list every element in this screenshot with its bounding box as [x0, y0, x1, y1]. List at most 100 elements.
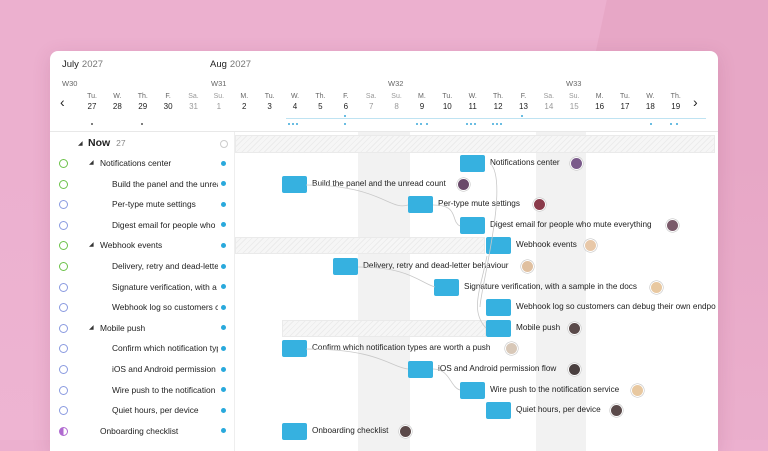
day-number[interactable]: 19 — [671, 102, 681, 111]
task-bar[interactable] — [486, 237, 511, 255]
task-name[interactable]: iOS and Android permission flow — [112, 364, 218, 374]
day-number[interactable]: 16 — [595, 102, 605, 111]
assignee-avatar[interactable] — [521, 260, 534, 273]
status-icon[interactable] — [59, 303, 68, 313]
day-number[interactable]: 1 — [216, 102, 222, 111]
assignee-avatar[interactable] — [457, 177, 470, 191]
assignee-avatar[interactable] — [570, 157, 583, 170]
day-number[interactable]: 5 — [318, 102, 323, 111]
task-bar[interactable] — [486, 319, 511, 337]
indicator-dot — [420, 123, 422, 125]
assignee-avatar[interactable] — [650, 280, 663, 294]
chevron-left-icon[interactable]: ‹ — [60, 94, 65, 110]
day-number[interactable]: 27 — [87, 102, 97, 111]
day-number[interactable]: 12 — [493, 102, 503, 111]
task-bar[interactable] — [282, 422, 307, 440]
assignee-avatar[interactable] — [399, 424, 412, 438]
task-bar[interactable] — [333, 258, 358, 275]
day-number[interactable]: 10 — [442, 102, 452, 111]
day-number[interactable]: 31 — [189, 102, 198, 111]
task-name[interactable]: Signature verification, with a sample in… — [112, 281, 218, 292]
assignee-avatar[interactable] — [584, 239, 597, 253]
status-icon[interactable] — [59, 179, 68, 189]
task-name[interactable]: Webhook events — [100, 240, 163, 251]
task-bar[interactable] — [486, 299, 511, 317]
day-number[interactable]: 3 — [267, 102, 272, 111]
assignee-avatar[interactable] — [568, 363, 581, 376]
assignee-avatar[interactable] — [533, 198, 546, 212]
day-of-week-label: Sa. — [365, 93, 377, 100]
task-bar[interactable] — [460, 381, 485, 399]
day-number[interactable]: 14 — [544, 102, 554, 111]
day-number[interactable]: 9 — [419, 102, 425, 111]
status-icon[interactable] — [59, 282, 68, 292]
task-name[interactable]: Digest email for people who mute everyth… — [112, 219, 218, 230]
indicator-dot — [344, 115, 346, 117]
task-name[interactable]: Quiet hours, per device — [112, 405, 199, 416]
status-icon[interactable] — [59, 344, 68, 354]
task-name[interactable]: Build the panel and the unread count — [112, 178, 218, 189]
status-icon[interactable] — [59, 200, 68, 210]
assignee-avatar[interactable] — [666, 218, 679, 232]
status-icon[interactable] — [59, 365, 68, 374]
status-icon[interactable] — [59, 406, 68, 416]
task-name[interactable]: Wire push to the notification service — [112, 384, 218, 395]
task-name[interactable]: Per-type mute settings — [112, 199, 196, 210]
chevron-right-icon[interactable]: › — [693, 94, 698, 110]
status-icon[interactable] — [59, 385, 68, 395]
task-bar-label: Build the panel and the unread count — [312, 178, 446, 188]
task-name[interactable]: Delivery, retry and dead-letter behaviou… — [112, 261, 218, 271]
task-bar[interactable] — [408, 361, 433, 378]
day-number[interactable]: 17 — [620, 102, 630, 111]
day-number[interactable]: 11 — [468, 102, 477, 111]
task-bar-label: Per-type mute settings — [438, 199, 520, 209]
assignee-avatar[interactable] — [631, 383, 644, 397]
task-bar[interactable] — [460, 216, 485, 234]
status-icon[interactable] — [59, 262, 68, 271]
collapse-toggle-icon[interactable]: ◢ — [78, 141, 83, 147]
task-name[interactable]: Webhook log so customers can debug their… — [112, 302, 218, 313]
day-number[interactable]: 29 — [138, 102, 148, 111]
day-number[interactable]: 15 — [569, 102, 579, 111]
status-icon[interactable] — [59, 220, 68, 230]
assignee-avatar[interactable] — [505, 342, 518, 356]
day-of-week-label: W. — [468, 93, 477, 100]
day-number[interactable]: 6 — [343, 102, 349, 111]
group-range — [235, 135, 715, 153]
day-of-week-label: Tu. — [620, 93, 630, 100]
day-number[interactable]: 8 — [394, 102, 399, 111]
day-number[interactable]: 7 — [368, 102, 374, 111]
day-number[interactable]: 18 — [645, 102, 655, 111]
task-bar[interactable] — [434, 278, 459, 296]
month-label-aug: Aug 2027 — [210, 59, 252, 70]
assignee-avatar[interactable] — [568, 321, 581, 335]
status-icon[interactable] — [59, 426, 68, 436]
task-bar[interactable] — [282, 175, 307, 193]
task-name[interactable]: Onboarding checklist — [100, 425, 179, 436]
task-name[interactable]: Notifications center — [100, 158, 172, 168]
task-name[interactable]: Confirm which notification types are wor… — [112, 343, 218, 354]
indicator-dot — [470, 123, 472, 125]
collapse-toggle-icon[interactable]: ◢ — [89, 160, 94, 166]
status-icon[interactable] — [59, 159, 68, 168]
day-number[interactable]: 13 — [519, 102, 528, 111]
assignee-avatar[interactable] — [610, 404, 623, 418]
day-number[interactable]: 28 — [112, 102, 122, 111]
status-icon[interactable] — [59, 241, 68, 251]
task-bar[interactable] — [282, 340, 307, 358]
day-number[interactable]: 2 — [242, 102, 247, 111]
day-number[interactable]: 4 — [292, 102, 298, 111]
task-bar[interactable] — [408, 196, 433, 214]
collapse-toggle-icon[interactable]: ◢ — [89, 324, 94, 331]
indicator-dot — [496, 123, 498, 125]
collapse-toggle-icon[interactable]: ◢ — [89, 242, 94, 249]
task-name[interactable]: Mobile push — [100, 322, 146, 333]
task-bar[interactable] — [486, 402, 511, 420]
group-title: Now 27 — [88, 137, 126, 149]
indicator-dot — [141, 123, 143, 125]
header-divider — [50, 131, 718, 132]
task-bar-label: iOS and Android permission flow — [438, 364, 557, 373]
day-number[interactable]: 30 — [163, 102, 173, 111]
status-icon[interactable] — [59, 323, 68, 333]
task-bar[interactable] — [460, 155, 485, 172]
